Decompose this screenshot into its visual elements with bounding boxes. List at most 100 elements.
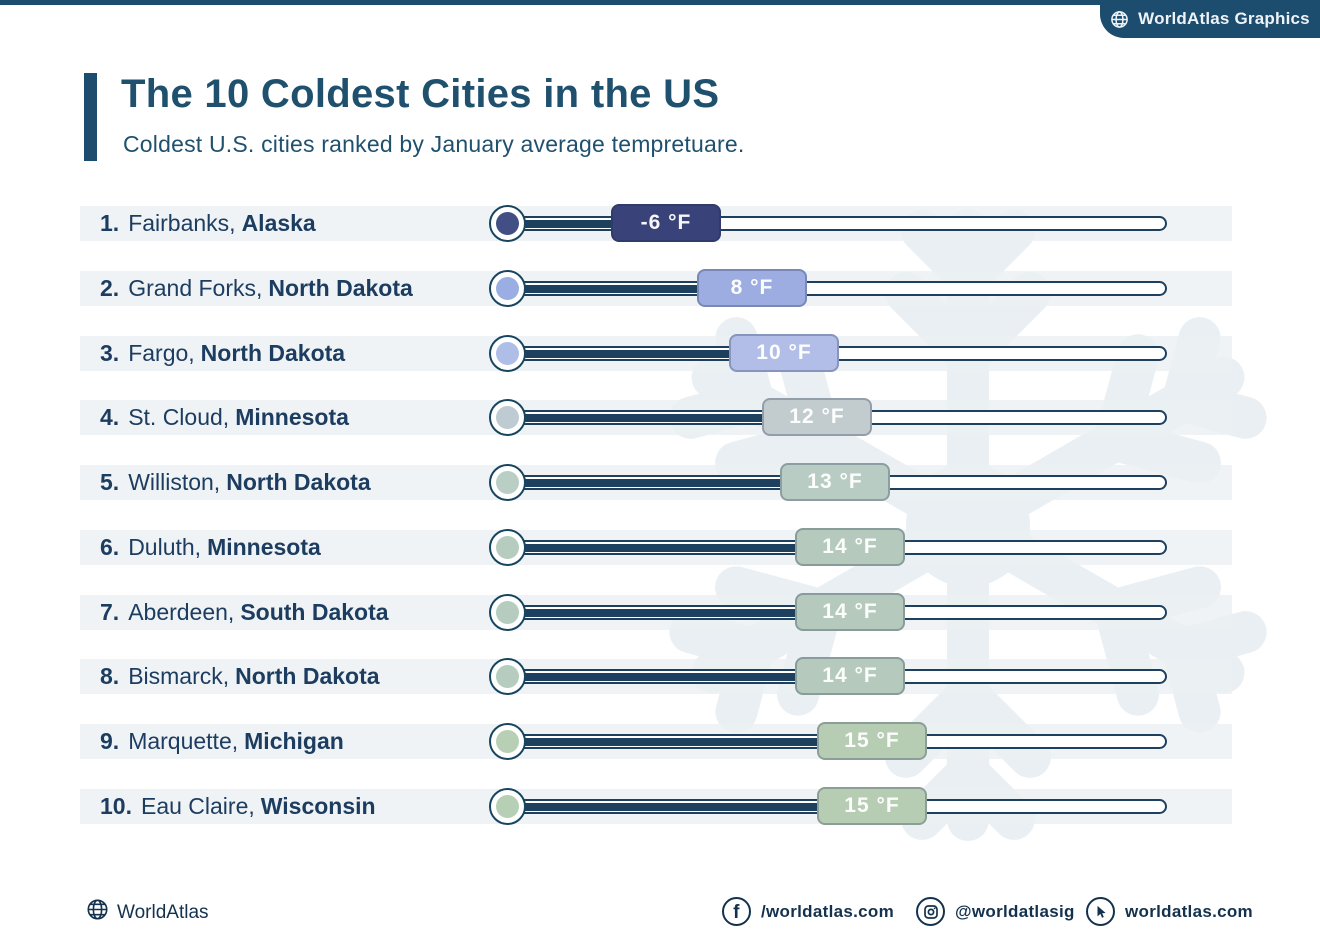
state-name: Wisconsin xyxy=(260,793,376,819)
temperature-badge: -6 °F xyxy=(611,204,721,242)
city-label: 9. Marquette, Michigan xyxy=(100,724,344,759)
city-label: 2. Grand Forks, North Dakota xyxy=(100,271,413,306)
thermometer-bulb-fill xyxy=(496,471,519,494)
header-top-strip xyxy=(0,0,1320,5)
city-row: 3. Fargo, North Dakota 10 °F xyxy=(80,334,1232,372)
city-name: Grand Forks, xyxy=(128,275,263,301)
cursor-icon xyxy=(1086,897,1115,926)
thermometer-bulb xyxy=(489,723,526,760)
thermometer-bulb-fill xyxy=(496,406,519,429)
website-handle-text: worldatlas.com xyxy=(1125,901,1253,921)
thermometer-fill xyxy=(507,413,827,422)
temperature-badge: 14 °F xyxy=(795,528,905,566)
temperature-badge: 13 °F xyxy=(780,463,890,501)
facebook-handle: f /worldatlas.com xyxy=(722,897,894,926)
temperature-badge: 12 °F xyxy=(762,398,872,436)
city-label: 1. Fairbanks, Alaska xyxy=(100,206,316,241)
city-name: Marquette, xyxy=(128,728,239,754)
website-handle: worldatlas.com xyxy=(1086,897,1253,926)
rank-number: 3. xyxy=(100,340,120,366)
thermometer-bulb-fill xyxy=(496,601,519,624)
rank-number: 5. xyxy=(100,469,120,495)
instagram-handle-text: @worldatlasig xyxy=(955,901,1075,921)
city-row: 6. Duluth, Minnesota 14 °F xyxy=(80,528,1232,566)
city-row: 4. St. Cloud, Minnesota 12 °F xyxy=(80,398,1232,436)
thermometer-bulb xyxy=(489,464,526,501)
rank-number: 1. xyxy=(100,210,120,236)
thermometer-bulb xyxy=(489,658,526,695)
facebook-handle-text: /worldatlas.com xyxy=(761,901,894,921)
thermometer-fill xyxy=(507,543,860,552)
page-title: The 10 Coldest Cities in the US xyxy=(121,72,720,116)
city-name: Fargo, xyxy=(128,340,195,366)
thermometer-bulb xyxy=(489,399,526,436)
city-row: 10. Eau Claire, Wisconsin 15 °F xyxy=(80,787,1232,825)
city-name: Bismarck, xyxy=(128,663,230,689)
footer-brand: WorldAtlas xyxy=(86,898,209,927)
rank-number: 4. xyxy=(100,404,120,430)
city-label: 10. Eau Claire, Wisconsin xyxy=(100,789,376,824)
thermometer-fill xyxy=(507,349,794,358)
city-row: 8. Bismarck, North Dakota 14 °F xyxy=(80,657,1232,695)
state-name: North Dakota xyxy=(200,340,346,366)
rank-number: 8. xyxy=(100,663,120,689)
city-label: 7. Aberdeen, South Dakota xyxy=(100,595,389,630)
city-name: Duluth, xyxy=(128,534,202,560)
thermometer-fill xyxy=(507,478,845,487)
page-subtitle: Coldest U.S. cities ranked by January av… xyxy=(123,131,745,157)
thermometer-bulb xyxy=(489,529,526,566)
rank-number: 6. xyxy=(100,534,120,560)
city-row: 5. Williston, North Dakota 13 °F xyxy=(80,463,1232,501)
state-name: North Dakota xyxy=(226,469,371,495)
thermometer-bulb-fill xyxy=(496,536,519,559)
thermometer-fill xyxy=(507,737,882,746)
thermometer-bulb xyxy=(489,335,526,372)
globe-icon xyxy=(1110,10,1129,29)
state-name: Minnesota xyxy=(235,404,349,430)
temperature-badge: 15 °F xyxy=(817,722,927,760)
instagram-handle: @worldatlasig xyxy=(916,897,1075,926)
city-name: Aberdeen, xyxy=(128,599,235,625)
state-name: Michigan xyxy=(244,728,344,754)
state-name: Alaska xyxy=(241,210,316,236)
thermometer-fill xyxy=(507,672,860,681)
city-name: Williston, xyxy=(128,469,221,495)
temperature-badge: 15 °F xyxy=(817,787,927,825)
state-name: North Dakota xyxy=(235,663,380,689)
thermometer-bulb xyxy=(489,788,526,825)
city-label: 8. Bismarck, North Dakota xyxy=(100,659,380,694)
temperature-badge: 8 °F xyxy=(697,269,807,307)
rank-number: 2. xyxy=(100,275,120,301)
city-label: 5. Williston, North Dakota xyxy=(100,465,371,500)
banner-label: WorldAtlas Graphics xyxy=(1138,9,1310,28)
thermometer-bulb-fill xyxy=(496,277,519,300)
footer-brand-label: WorldAtlas xyxy=(117,901,209,923)
thermometer-bulb-fill xyxy=(496,730,519,753)
globe-icon xyxy=(86,898,109,927)
city-name: St. Cloud, xyxy=(128,404,230,430)
state-name: North Dakota xyxy=(268,275,413,301)
city-row: 1. Fairbanks, Alaska -6 °F xyxy=(80,204,1232,242)
worldatlas-graphics-banner: WorldAtlas Graphics xyxy=(1100,0,1320,38)
thermometer-fill xyxy=(507,219,676,228)
city-name: Eau Claire, xyxy=(140,793,255,819)
thermometer-bulb-fill xyxy=(496,212,519,235)
title-accent-bar xyxy=(84,73,97,161)
city-row: 9. Marquette, Michigan 15 °F xyxy=(80,722,1232,760)
thermometer-bulb-fill xyxy=(496,665,519,688)
city-name: Fairbanks, xyxy=(128,210,236,236)
rank-number: 10. xyxy=(100,793,132,819)
city-label: 6. Duluth, Minnesota xyxy=(100,530,321,565)
thermometer-bulb-fill xyxy=(496,795,519,818)
temperature-badge: 14 °F xyxy=(795,593,905,631)
instagram-icon xyxy=(916,897,945,926)
state-name: Minnesota xyxy=(207,534,321,560)
city-row: 2. Grand Forks, North Dakota 8 °F xyxy=(80,269,1232,307)
thermometer-bulb-fill xyxy=(496,342,519,365)
temperature-badge: 14 °F xyxy=(795,657,905,695)
rank-number: 7. xyxy=(100,599,120,625)
thermometer-fill xyxy=(507,284,762,293)
city-label: 4. St. Cloud, Minnesota xyxy=(100,400,349,435)
thermometer-fill xyxy=(507,608,860,617)
